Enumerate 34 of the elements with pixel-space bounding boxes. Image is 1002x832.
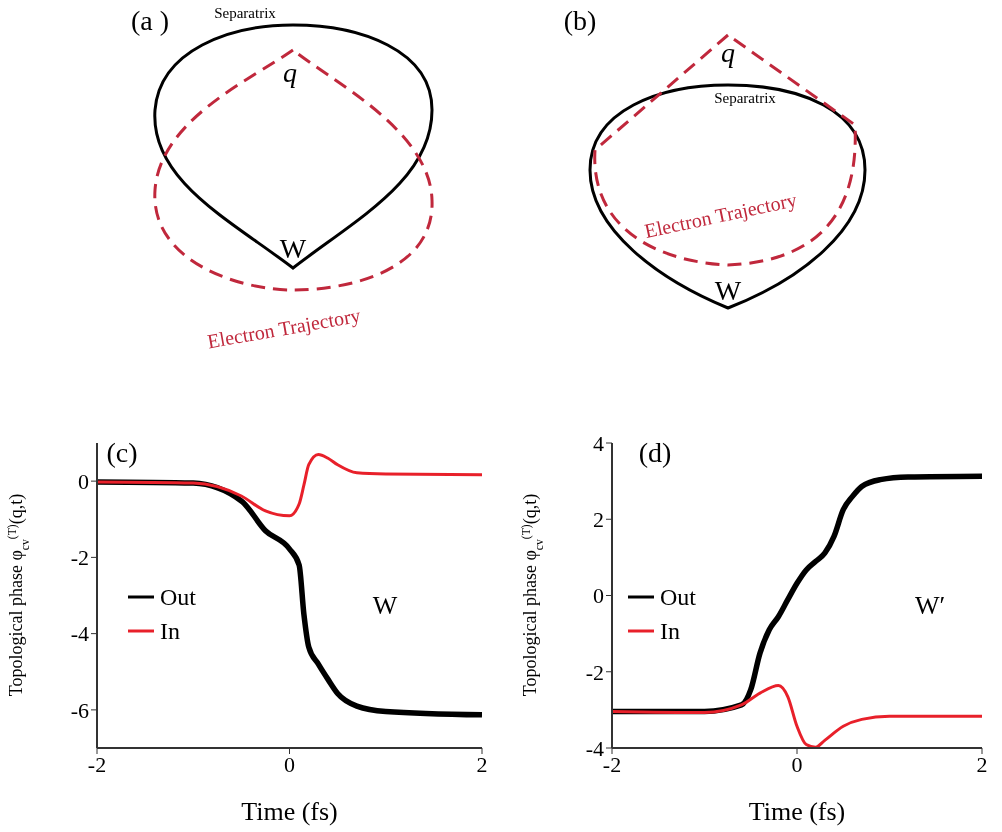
text: (b): [563, 5, 597, 36]
annotation: (d): [638, 437, 672, 468]
annotation: (c): [106, 437, 138, 468]
y-tick-label: 4: [593, 430, 604, 456]
y-tick-label: -6: [70, 697, 89, 723]
annotation: W: [372, 591, 398, 620]
y-tick-label: -2: [70, 545, 89, 571]
x-axis-title: Time (fs): [748, 797, 846, 826]
text: Separatrix: [714, 90, 777, 106]
text: Separatrix: [214, 5, 277, 21]
legend-label: In: [160, 617, 180, 646]
y-tick-label: 2: [593, 507, 604, 533]
y-tick-label: -2: [585, 659, 604, 685]
text: W: [714, 275, 742, 306]
y-tick-label: 0: [78, 468, 89, 494]
legend-label: In: [660, 617, 680, 646]
x-tick-label: 0: [791, 751, 803, 777]
x-axis-title: Time (fs): [241, 797, 338, 826]
x-tick-label: 2: [476, 751, 488, 777]
text: q: [721, 37, 735, 68]
text: Electron Trajectory: [642, 188, 799, 243]
text: q: [283, 57, 297, 88]
x-tick-label: 2: [976, 751, 988, 777]
x-tick-label: 0: [284, 751, 295, 777]
annotation: W′: [914, 591, 946, 620]
legend-label: Out: [660, 583, 696, 612]
text: W: [279, 233, 307, 264]
x-tick-label: -2: [87, 751, 107, 777]
text: Electron Trajectory: [205, 303, 363, 354]
y-tick-label: 0: [593, 583, 604, 609]
legend-label: Out: [160, 583, 196, 612]
text: (a ): [130, 5, 170, 36]
y-tick-label: -4: [585, 735, 604, 761]
y-tick-label: -4: [70, 621, 89, 647]
